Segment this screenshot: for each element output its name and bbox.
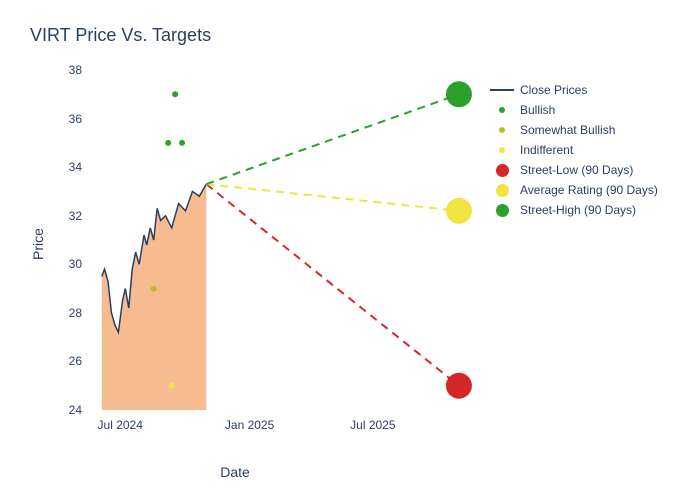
legend: Close Prices Bullish Somewhat Bullish Indif…: [490, 80, 658, 220]
x-tick: Jul 2025: [350, 418, 395, 432]
legend-label: Indifferent: [520, 143, 573, 157]
legend-item: Indifferent: [490, 140, 658, 160]
legend-marker-icon: [490, 89, 514, 91]
y-tick: 34: [69, 160, 82, 174]
legend-label: Street-High (90 Days): [520, 203, 636, 217]
y-tick: 36: [69, 112, 82, 126]
y-tick: 28: [69, 306, 82, 320]
y-tick: 30: [69, 257, 82, 271]
legend-marker-icon: [496, 184, 509, 197]
legend-marker-icon: [499, 147, 505, 153]
y-tick: 38: [69, 63, 82, 77]
legend-marker-icon: [499, 127, 505, 133]
legend-item: Bullish: [490, 100, 658, 120]
legend-item: Close Prices: [490, 80, 658, 100]
legend-label: Street-Low (90 Days): [520, 163, 633, 177]
legend-marker-icon: [496, 164, 509, 177]
legend-marker-icon: [496, 204, 509, 217]
chart-container: VIRT Price Vs. Targets Date Price Jul 20…: [0, 0, 700, 500]
legend-marker-icon: [499, 107, 505, 113]
x-tick: Jan 2025: [225, 418, 274, 432]
legend-item: Somewhat Bullish: [490, 120, 658, 140]
y-tick: 24: [69, 403, 82, 417]
y-tick: 26: [69, 354, 82, 368]
legend-item: Street-Low (90 Days): [490, 160, 658, 180]
x-tick: Jul 2024: [98, 418, 143, 432]
legend-label: Close Prices: [520, 83, 587, 97]
legend-label: Bullish: [520, 103, 555, 117]
legend-item: Street-High (90 Days): [490, 200, 658, 220]
legend-label: Average Rating (90 Days): [520, 183, 658, 197]
legend-label: Somewhat Bullish: [520, 123, 615, 137]
legend-item: Average Rating (90 Days): [490, 180, 658, 200]
y-tick: 32: [69, 209, 82, 223]
